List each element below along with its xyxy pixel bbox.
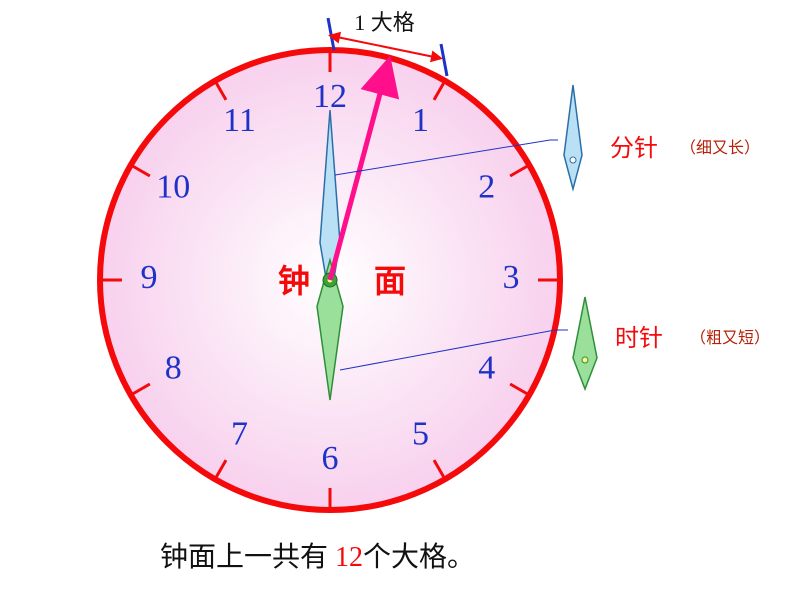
bracket-label: 1 大格 xyxy=(354,10,415,35)
caption-highlight: 12 xyxy=(335,542,363,573)
legend-minute-sub: （细又长） xyxy=(680,134,760,158)
numeral-2: 2 xyxy=(478,168,495,205)
numeral-5: 5 xyxy=(412,416,429,453)
numeral-1: 1 xyxy=(412,102,429,139)
numeral-6: 6 xyxy=(322,440,339,477)
numeral-3: 3 xyxy=(503,259,520,296)
bracket-tick-right xyxy=(441,44,447,76)
center-label: 钟 面 xyxy=(278,263,434,299)
minute-icon-dot xyxy=(570,157,576,163)
minute-hand-icon xyxy=(564,85,582,189)
numeral-10: 10 xyxy=(156,168,190,205)
caption-post: 个大格。 xyxy=(363,542,475,573)
legend-minute-text: 分针 xyxy=(610,136,658,162)
legend-minute-sub-text: （细又长） xyxy=(680,140,760,157)
numeral-8: 8 xyxy=(165,349,182,386)
numeral-7: 7 xyxy=(231,416,248,453)
legend-hour-sub-text: （粗又短） xyxy=(690,330,770,347)
caption-pre: 钟面上一共有 xyxy=(160,542,335,573)
legend-hour-label: 时针 xyxy=(615,318,663,353)
hour-icon-dot xyxy=(582,357,588,363)
legend-hour-text: 时针 xyxy=(615,326,663,352)
numeral-9: 9 xyxy=(141,259,158,296)
hour-hand-icon xyxy=(573,297,597,389)
numeral-4: 4 xyxy=(478,349,495,386)
numeral-11: 11 xyxy=(223,102,256,139)
diagram-root: 121234567891011钟 面 1 大格 分针 （细又长） 时针 （粗又短… xyxy=(0,0,794,596)
caption: 钟面上一共有 12个大格。 xyxy=(160,535,475,575)
numeral-12: 12 xyxy=(313,78,347,115)
legend-minute-label: 分针 xyxy=(610,128,658,163)
clock-svg: 121234567891011钟 面 1 大格 xyxy=(0,0,794,596)
bracket-tick-left xyxy=(328,18,334,50)
legend-hour-sub: （粗又短） xyxy=(690,324,770,348)
